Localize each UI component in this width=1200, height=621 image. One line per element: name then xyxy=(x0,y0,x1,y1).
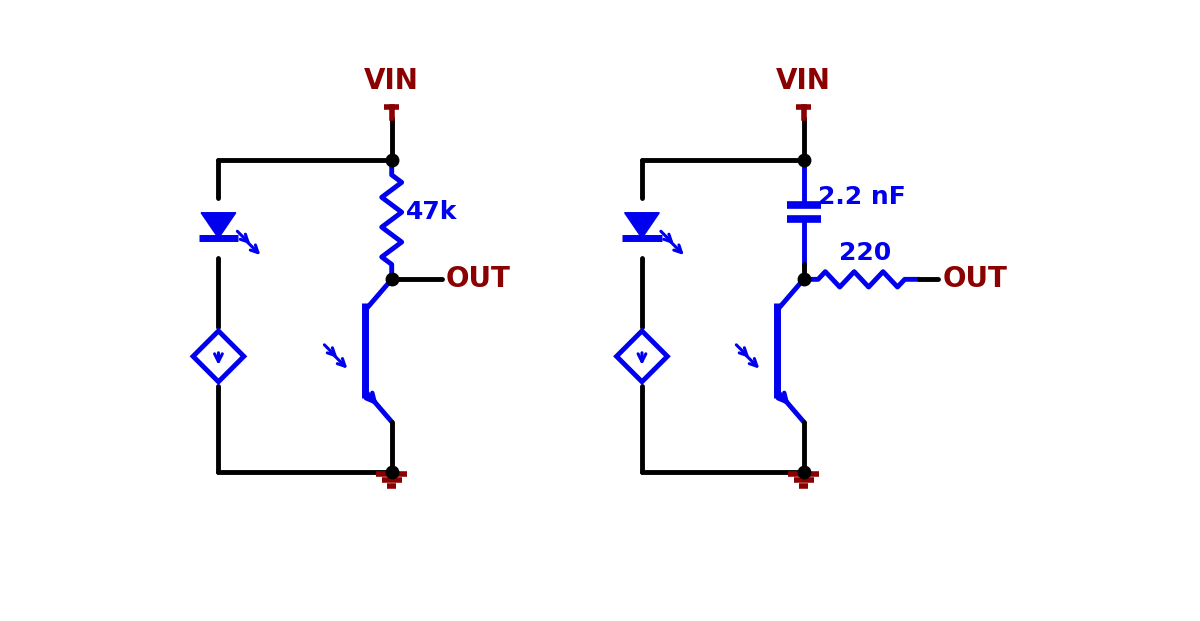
Text: OUT: OUT xyxy=(942,265,1007,293)
Text: 47k: 47k xyxy=(406,200,457,224)
Text: 2.2 nF: 2.2 nF xyxy=(817,184,905,209)
Text: VIN: VIN xyxy=(365,66,419,94)
Polygon shape xyxy=(625,213,659,238)
Polygon shape xyxy=(202,213,235,238)
Text: 220: 220 xyxy=(839,242,892,266)
Text: VIN: VIN xyxy=(776,66,832,94)
Text: OUT: OUT xyxy=(445,265,510,293)
